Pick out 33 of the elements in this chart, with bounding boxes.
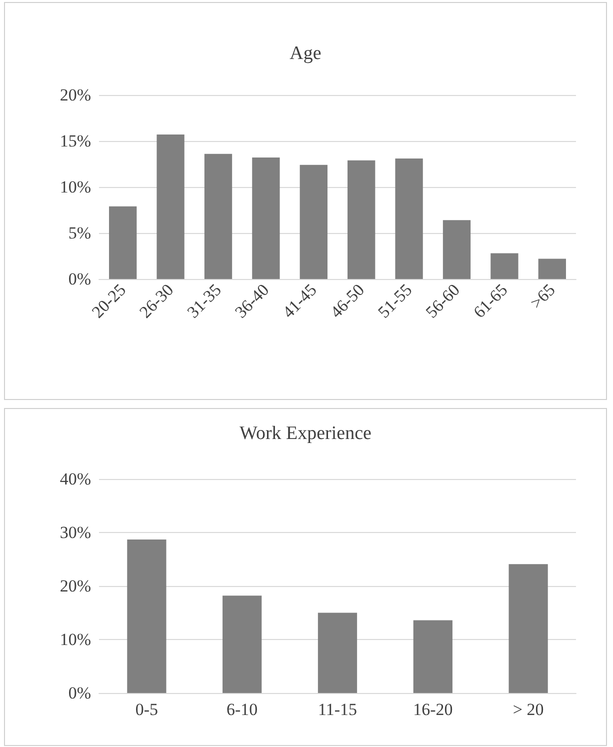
y-tick-label: 0% — [68, 270, 91, 288]
chart-title: Work Experience — [240, 423, 372, 444]
y-tick-label: 10% — [60, 630, 91, 649]
y-tick-label: 10% — [60, 178, 91, 196]
bar — [442, 220, 471, 279]
bar — [300, 164, 328, 279]
bar — [252, 158, 280, 279]
bar — [508, 564, 548, 693]
x-tick-label: 6-10 — [226, 700, 258, 719]
bar — [395, 158, 423, 279]
bar — [318, 612, 358, 693]
x-tick-label: > 20 — [512, 700, 544, 719]
y-tick-label: 15% — [60, 132, 91, 150]
chart-title: Age — [290, 43, 322, 64]
bar — [109, 206, 137, 279]
y-tick-label: 20% — [60, 576, 91, 596]
x-tick-label: 16-20 — [413, 700, 453, 719]
x-tick-label: >65 — [526, 280, 559, 313]
y-tick-label: 20% — [60, 86, 91, 104]
bar — [204, 154, 232, 279]
y-tick-label: 5% — [68, 224, 91, 242]
bar — [348, 160, 376, 279]
x-tick-label: 0-5 — [135, 700, 158, 719]
bar — [538, 258, 566, 279]
x-tick-label: 11-15 — [318, 700, 358, 719]
y-tick-label: 40% — [60, 470, 91, 488]
bar — [127, 539, 166, 693]
bar — [156, 134, 184, 279]
y-tick-label: 30% — [60, 523, 91, 542]
bar — [413, 620, 452, 693]
bar — [490, 253, 518, 279]
y-tick-label: 0% — [68, 684, 91, 702]
bar — [222, 596, 262, 693]
